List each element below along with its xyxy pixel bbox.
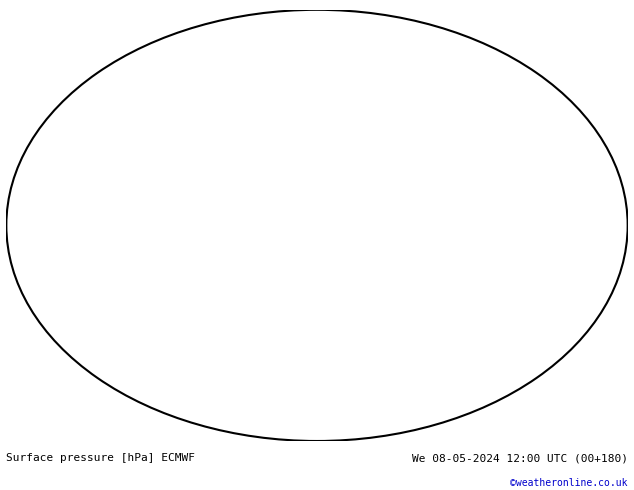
Text: Surface pressure [hPa] ECMWF: Surface pressure [hPa] ECMWF [6, 453, 195, 463]
Text: We 08-05-2024 12:00 UTC (00+180): We 08-05-2024 12:00 UTC (00+180) [411, 453, 628, 463]
Text: ©weatheronline.co.uk: ©weatheronline.co.uk [510, 478, 628, 488]
